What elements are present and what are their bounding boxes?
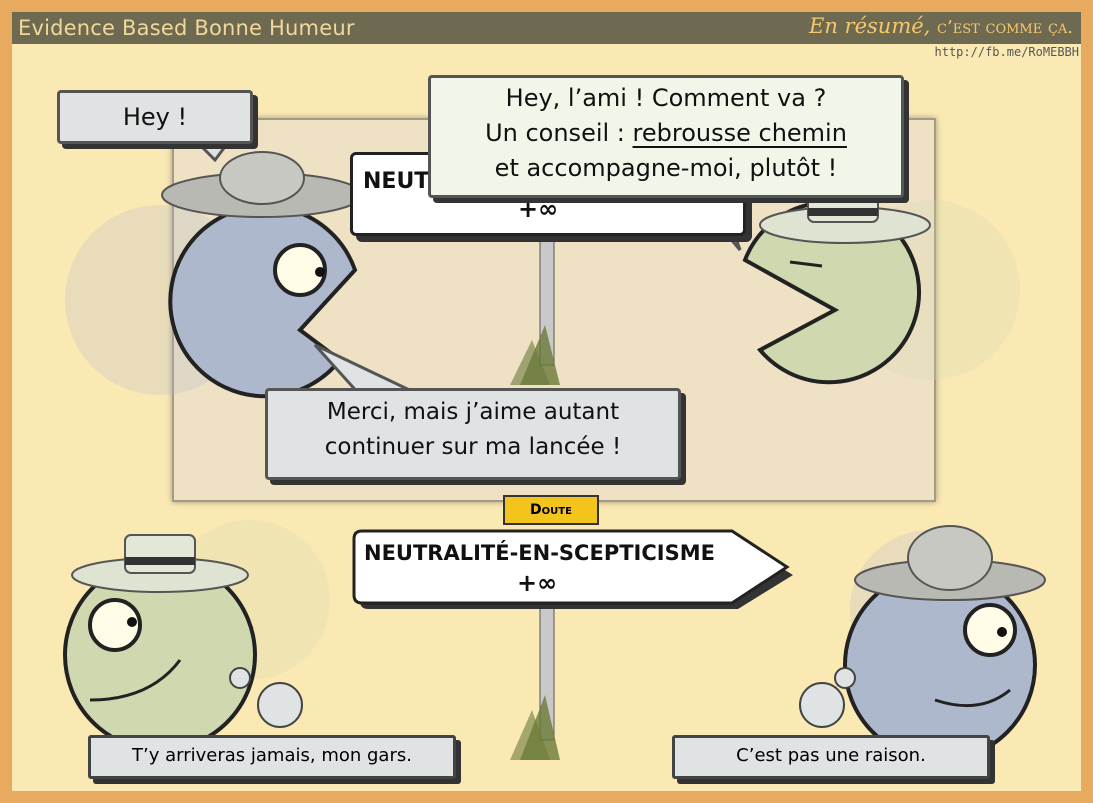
tagline-caps: c’est comme ça. bbox=[937, 17, 1073, 38]
caption-left: T’y arriveras jamais, mon gars. bbox=[88, 735, 456, 779]
sign-arrow-icon bbox=[352, 529, 793, 609]
doute-label: Doute bbox=[503, 495, 599, 525]
bubble-reply: Merci, mais j’aime autant continuer sur … bbox=[265, 388, 681, 480]
green-character-top bbox=[742, 189, 931, 385]
tagline-italic: En résumé, bbox=[809, 14, 931, 38]
caption-right: C’est pas une raison. bbox=[672, 735, 990, 779]
bottom-sign-title: NEUTRALITÉ-EN-SCEPTICISME bbox=[364, 541, 715, 565]
bubble-advice: Hey, l’ami ! Comment va ? Un conseil : r… bbox=[428, 75, 904, 198]
bottom-sign-value: +∞ bbox=[517, 569, 558, 597]
bottom-direction-sign: NEUTRALITÉ-EN-SCEPTICISME +∞ bbox=[352, 527, 793, 609]
grass-bottom-icon bbox=[510, 695, 560, 760]
top-sign-title: NEUT bbox=[363, 169, 430, 194]
bubble-advice-underlined: rebrousse chemin bbox=[632, 119, 847, 147]
blue-character-top bbox=[161, 151, 363, 399]
tagline: En résumé, c’est comme ça. bbox=[809, 14, 1073, 38]
header-bar: Evidence Based Bonne Humeur En résumé, c… bbox=[12, 12, 1081, 44]
bubble-hey: Hey ! bbox=[57, 90, 253, 144]
bubble-reply-line1: Merci, mais j’aime autant bbox=[326, 399, 620, 425]
source-url[interactable]: http://fb.me/RoMEBBH bbox=[934, 45, 1080, 59]
grass-top-icon bbox=[510, 325, 560, 385]
bubble-advice-line1: Hey, l’ami ! Comment va ? bbox=[505, 84, 827, 112]
bubble-advice-line3: et accompagne-moi, plutôt ! bbox=[494, 154, 838, 182]
brand-title: Evidence Based Bonne Humeur bbox=[18, 16, 355, 40]
top-sign-value: +∞ bbox=[518, 195, 559, 223]
bubble-reply-line2: continuer sur ma lancée ! bbox=[324, 434, 622, 460]
blue-character-bottom bbox=[799, 525, 1046, 762]
bubble-advice-line2-start: Un conseil : bbox=[485, 119, 633, 147]
green-character-bottom bbox=[63, 534, 303, 752]
bubble-advice-line2: Un conseil : rebrousse chemin bbox=[431, 116, 901, 151]
